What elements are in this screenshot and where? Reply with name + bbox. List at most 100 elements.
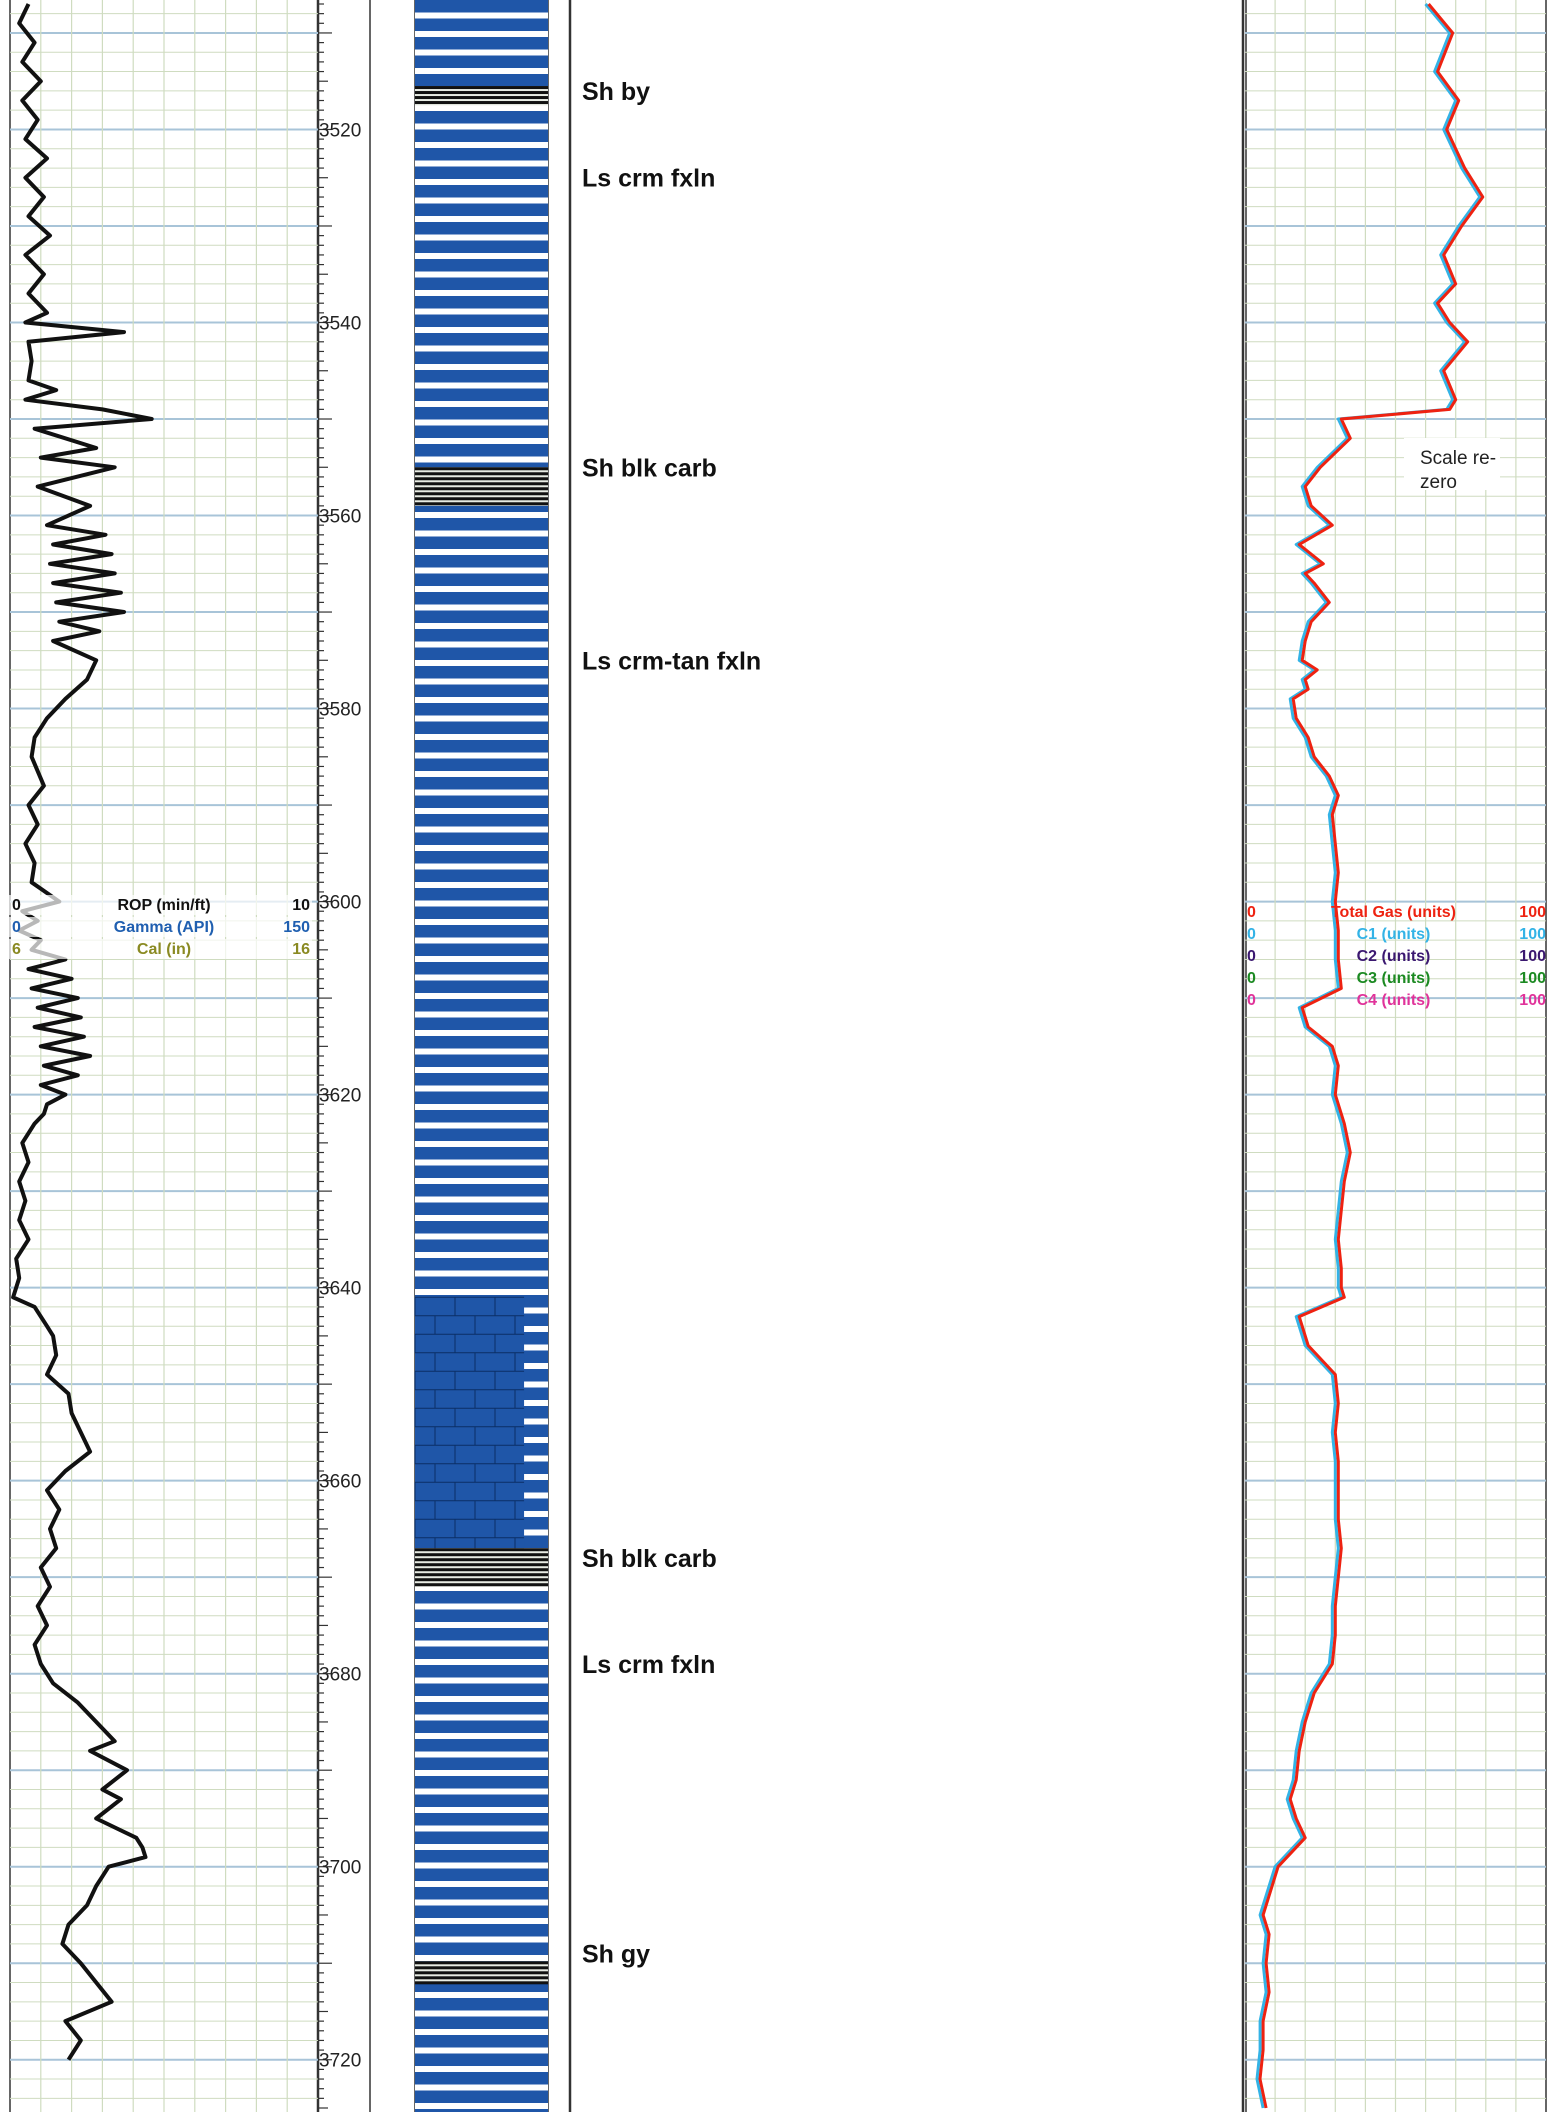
- limestone-bed: [415, 647, 548, 660]
- shale-line: [415, 96, 548, 100]
- limestone-bed: [415, 1276, 548, 1289]
- limestone-bed: [415, 18, 548, 31]
- shale-bed: [415, 86, 548, 106]
- scale-min: 0: [1247, 904, 1256, 921]
- scale-min: 0: [12, 919, 21, 936]
- lithology-label: Sh by: [582, 78, 650, 106]
- scale-name: C1 (units): [1357, 926, 1431, 943]
- limestone-bed: [415, 1110, 548, 1123]
- depth-tick-label: 3660: [319, 1472, 361, 1493]
- limestone-bed: [415, 333, 548, 346]
- scale-max: 100: [1519, 948, 1546, 965]
- limestone-bed: [415, 1850, 548, 1863]
- limestone-bed: [415, 1073, 548, 1086]
- limestone-bed: [415, 1091, 548, 1104]
- scale-max: 10: [292, 897, 310, 914]
- limestone-bed: [415, 1720, 548, 1733]
- rop-curve: [11, 3, 154, 2061]
- limestone-bed: [415, 1776, 548, 1789]
- scale-min: 0: [1247, 970, 1256, 987]
- scale-max: 100: [1519, 904, 1546, 921]
- note-box: [1404, 438, 1500, 490]
- limestone-bed: [415, 629, 548, 642]
- limestone-bed: [415, 0, 548, 13]
- limestone-bed: [415, 1702, 548, 1715]
- limestone-bed: [415, 425, 548, 438]
- limestone-bed: [415, 999, 548, 1012]
- lithology-label: Sh gy: [582, 1941, 650, 1969]
- limestone-bed: [415, 592, 548, 605]
- shale-line: [415, 487, 548, 491]
- limestone-bed: [415, 610, 548, 623]
- scale-name: C2 (units): [1357, 948, 1431, 965]
- scale-name: Total Gas (units): [1331, 904, 1456, 921]
- scale-min: 0: [1247, 992, 1256, 1009]
- limestone-bed: [415, 129, 548, 142]
- limestone-bed: [415, 832, 548, 845]
- depth-tick-label: 3560: [319, 507, 361, 528]
- shale-line: [415, 492, 548, 496]
- c1-curve: [1255, 3, 1482, 2109]
- limestone-bed: [415, 888, 548, 901]
- limestone-bed: [415, 1054, 548, 1067]
- dolomite-bed: [415, 1297, 525, 1549]
- rezero-note-line: Scale re-: [1420, 448, 1496, 469]
- limestone-bed: [415, 1239, 548, 1252]
- limestone-bed: [415, 555, 548, 568]
- limestone-bed: [415, 943, 548, 956]
- limestone-bed: [415, 1036, 548, 1049]
- scale-bg: [8, 917, 312, 937]
- limestone-bed: [415, 1128, 548, 1141]
- shale-line: [415, 1563, 548, 1567]
- limestone-bed: [415, 314, 548, 327]
- scale-min: 0: [1247, 926, 1256, 943]
- scale-max: 100: [1519, 992, 1546, 1009]
- shale-line: [415, 1578, 548, 1582]
- limestone-bed: [415, 573, 548, 586]
- curve-layer: [11, 3, 1485, 2109]
- limestone-bed: [415, 222, 548, 235]
- grid-layer: [9, 0, 1547, 2112]
- depth-tick-label: 3540: [319, 313, 361, 334]
- rezero-note-line: zero: [1420, 472, 1457, 493]
- shale-line: [415, 477, 548, 481]
- shale-line: [415, 1573, 548, 1577]
- shale-line: [415, 1568, 548, 1572]
- limestone-bed: [415, 1202, 548, 1215]
- lithology-column: [414, 0, 548, 2112]
- shale-line: [415, 1966, 548, 1970]
- limestone-bed: [415, 1757, 548, 1770]
- limestone-bed: [415, 1646, 548, 1659]
- depth-tick-label: 3620: [319, 1086, 361, 1107]
- shale-line: [415, 101, 548, 105]
- limestone-bed: [415, 1887, 548, 1900]
- limestone-bed: [415, 795, 548, 808]
- limestone-bed: [415, 536, 548, 549]
- lithology-label: Sh blk carb: [582, 1545, 717, 1573]
- limestone-bed: [415, 1924, 548, 1937]
- shale-line: [415, 1558, 548, 1562]
- limestone-bed: [415, 2016, 548, 2029]
- rezero-note: Scale re-zero: [1420, 448, 1496, 493]
- limestone-bed: [415, 259, 548, 272]
- limestone-bed: [415, 1868, 548, 1881]
- limestone-bed: [415, 703, 548, 716]
- limestone-bed: [415, 1998, 548, 2011]
- shale-line: [415, 86, 548, 90]
- limestone-bed: [415, 407, 548, 420]
- limestone-bed: [415, 1683, 548, 1696]
- lithology-label: Ls crm-tan fxln: [582, 647, 761, 675]
- shale-line: [415, 1971, 548, 1975]
- shale-line: [415, 497, 548, 501]
- limestone-bed: [415, 444, 548, 457]
- depth-tick-label: 3520: [319, 120, 361, 141]
- limestone-bed: [415, 1221, 548, 1234]
- shale-line: [415, 1553, 548, 1557]
- limestone-bed: [415, 2109, 548, 2112]
- limestone-bed: [415, 203, 548, 216]
- limestone-bed: [415, 1942, 548, 1955]
- lithology-label: Sh blk carb: [582, 454, 717, 482]
- scale-bg: [8, 895, 312, 915]
- limestone-bed: [415, 277, 548, 290]
- limestone-bed: [415, 740, 548, 753]
